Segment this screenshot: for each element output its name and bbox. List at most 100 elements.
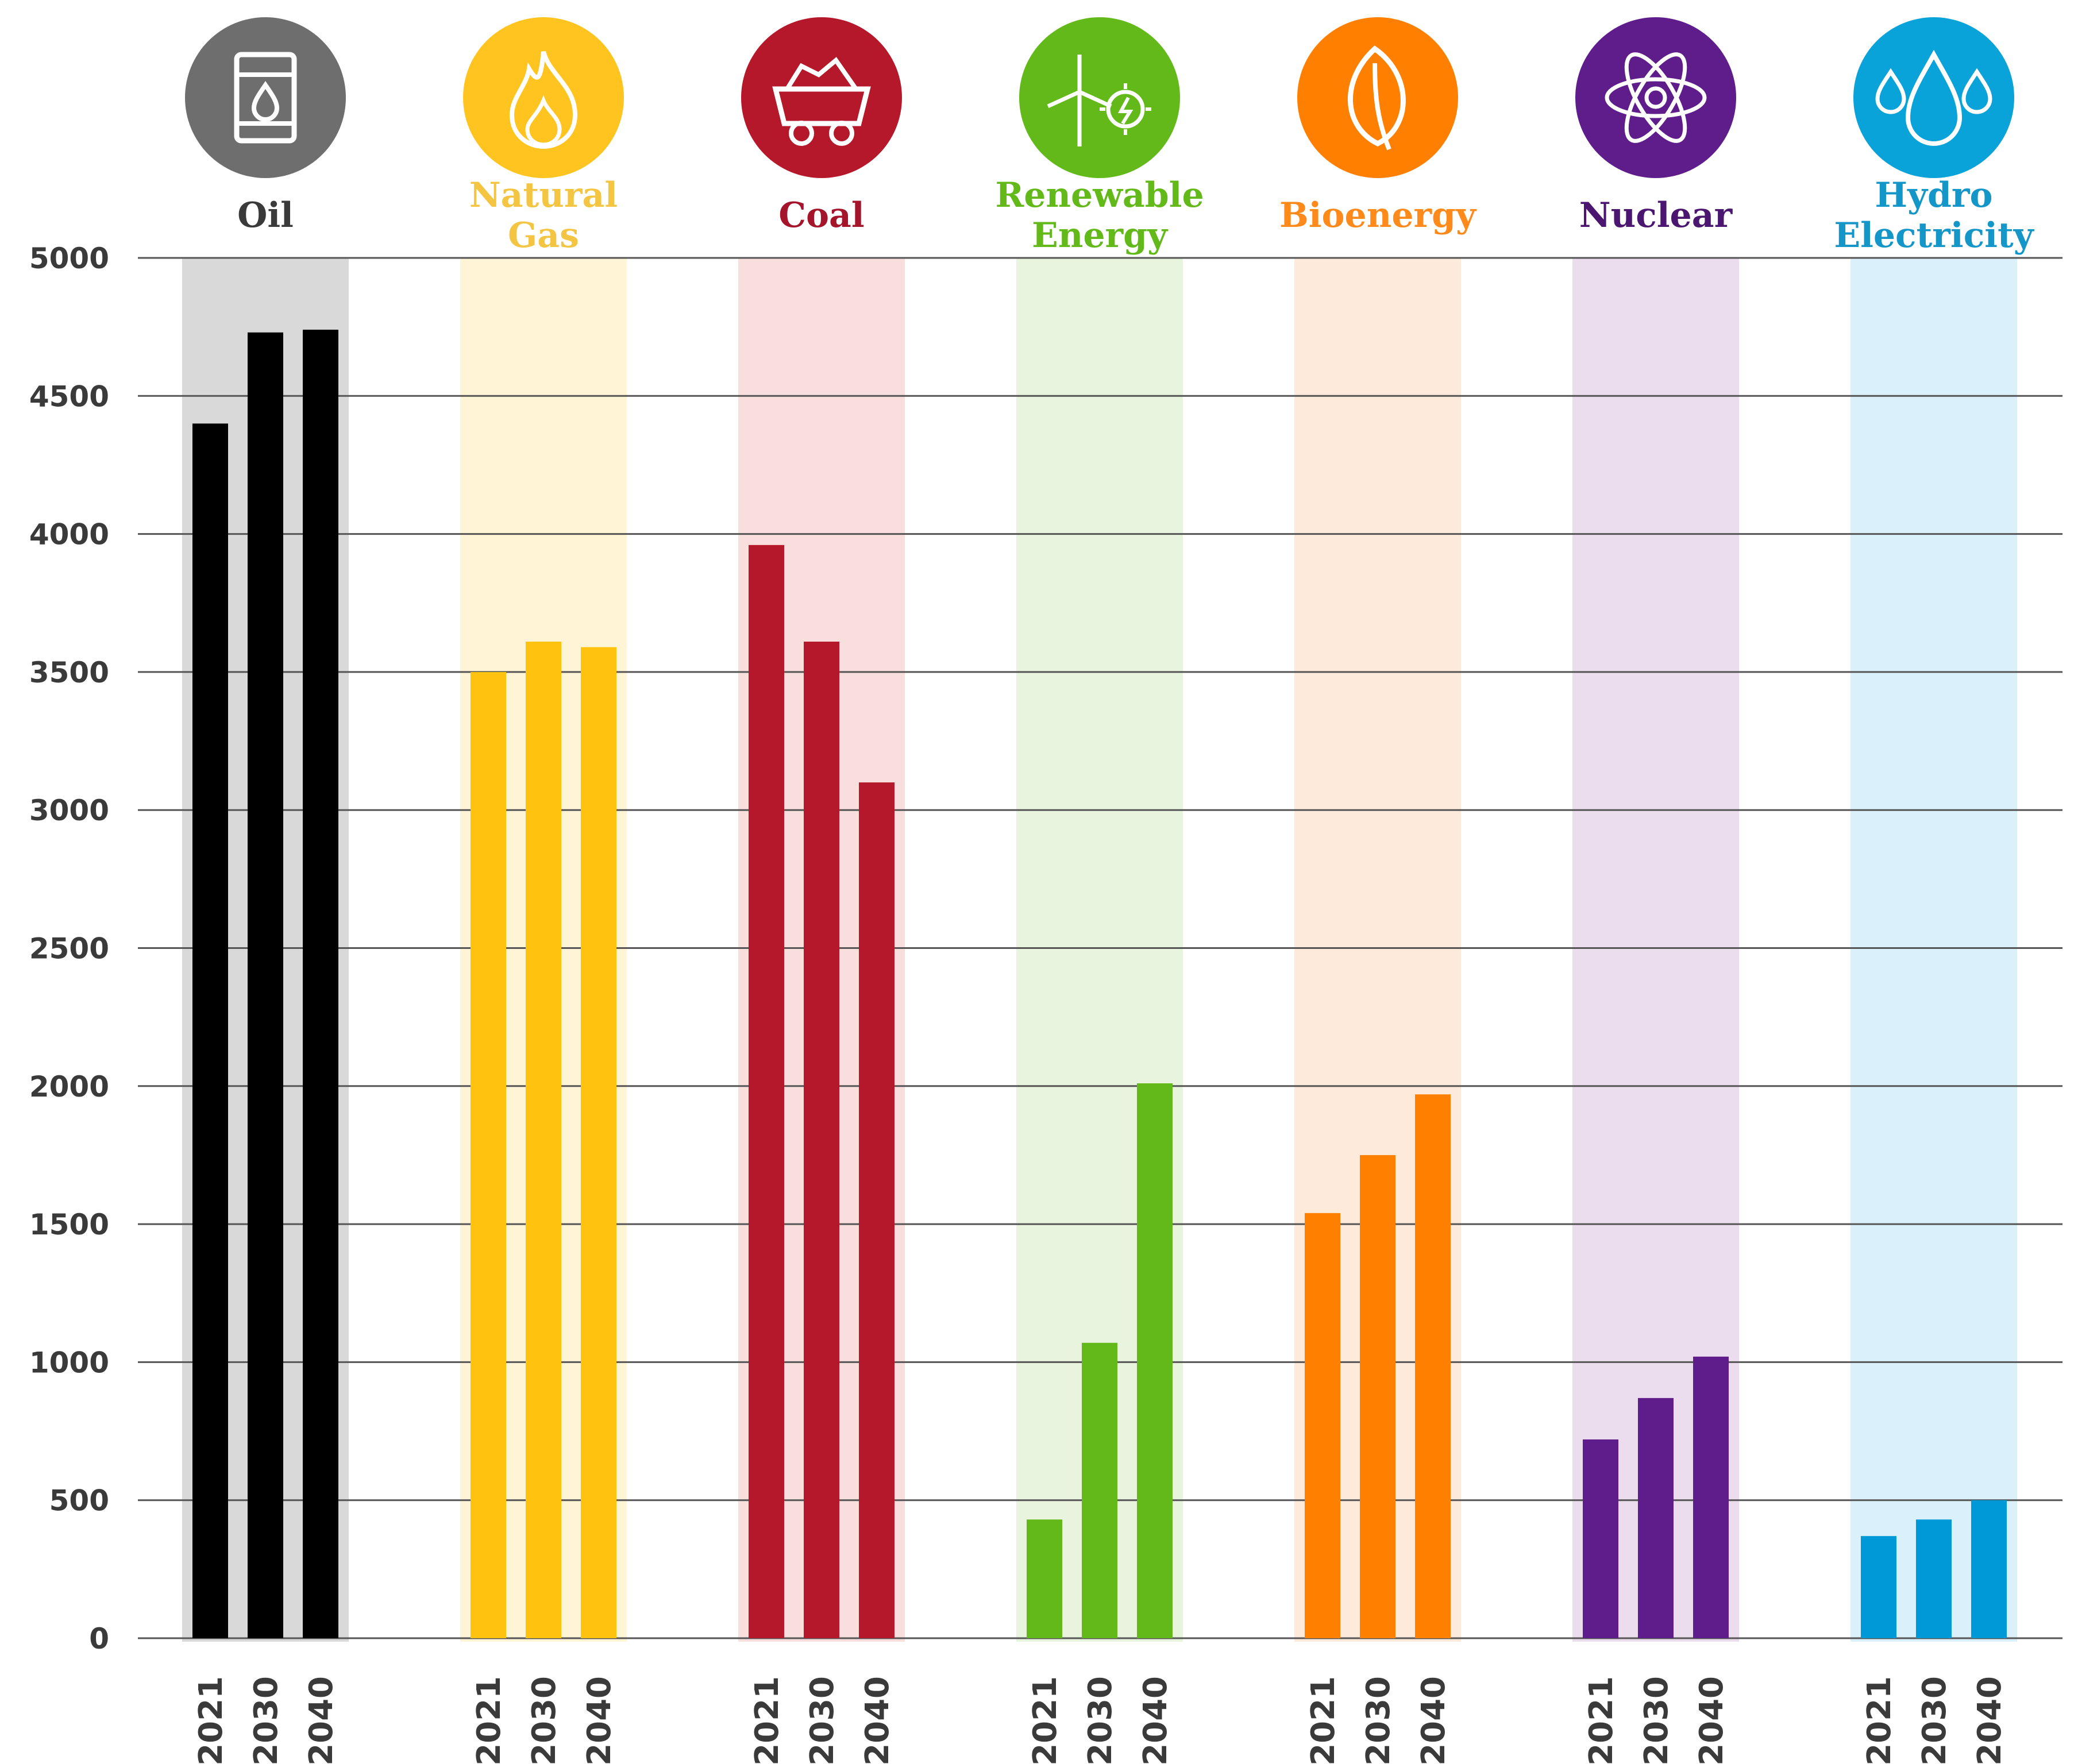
category-label-nuclear: Nuclear (1579, 195, 1733, 236)
bar-oil-2030 (248, 332, 283, 1639)
atom-icon (1575, 17, 1736, 178)
hydro-electricity-icon-badge (1853, 17, 2014, 178)
bar-oil-2040 (303, 329, 338, 1638)
bar-natural-gas-2021 (471, 671, 506, 1638)
bar-hydro-electricity-2040 (1971, 1500, 2007, 1638)
x-tick-label-nuclear-2021: 2021 (1583, 1676, 1620, 1764)
category-label-oil: Oil (237, 195, 294, 236)
x-axis-ticks: 2021 2030 2040 2021 2030 2040 2021 2030 2040 2021… (192, 1676, 2008, 1764)
orbit (1605, 77, 1707, 118)
y-tick-label-0: 0 (89, 1622, 109, 1655)
cart-wheel (829, 121, 854, 146)
x-tick-label-hydro-electricity-2021: 2021 (1861, 1676, 1898, 1764)
nuclear-icon-badge (1575, 17, 1736, 178)
bar-hydro-electricity-2030 (1916, 1519, 1952, 1638)
bar-nuclear-2040 (1693, 1356, 1729, 1638)
category-label-bioenergy: Bioenergy (1279, 195, 1477, 236)
oil-icon-badge (185, 17, 346, 178)
x-tick-label-coal-2030: 2030 (804, 1676, 841, 1764)
orbit (1624, 52, 1687, 143)
bar-nuclear-2030 (1638, 1398, 1674, 1638)
bar-renewable-energy-2040 (1137, 1083, 1173, 1638)
drop-right (1961, 68, 1992, 114)
y-tick-label-2000: 2000 (29, 1070, 109, 1103)
flame-inner (525, 95, 562, 147)
cart-body (772, 86, 871, 126)
bar-renewable-energy-2030 (1082, 1342, 1117, 1638)
water-drops-icon (1853, 17, 2014, 178)
x-tick-label-oil-2040: 2040 (303, 1676, 340, 1764)
flame-outer (509, 51, 578, 149)
category-label-natural-gas: Gas (508, 215, 579, 256)
x-tick-label-natural-gas-2040: 2040 (581, 1676, 618, 1764)
band-hydro-electricity (1850, 258, 2017, 1642)
drop-left (1875, 68, 1906, 114)
x-tick-label-natural-gas-2030: 2030 (526, 1676, 563, 1764)
category-label-hydro-electricity: Electricity (1834, 215, 2034, 256)
y-tick-label-4000: 4000 (29, 518, 109, 551)
bar-oil-2021 (192, 423, 228, 1639)
cart-wheel (789, 121, 814, 146)
bar-coal-2040 (859, 782, 895, 1638)
x-tick-label-coal-2021: 2021 (749, 1676, 786, 1764)
coal-cart-icon (741, 17, 902, 178)
leaf-icon (1297, 17, 1458, 178)
sun-disc (1106, 90, 1145, 129)
y-tick-label-5000: 5000 (29, 242, 109, 275)
oil-barrel-icon (185, 17, 346, 178)
bar-bioenergy-2040 (1415, 1094, 1451, 1638)
x-tick-label-oil-2021: 2021 (192, 1676, 230, 1764)
coal-pile (785, 57, 858, 91)
bar-natural-gas-2030 (526, 642, 561, 1638)
y-tick-label-1000: 1000 (29, 1346, 109, 1379)
category-label-coal: Coal (778, 195, 864, 236)
x-tick-label-nuclear-2040: 2040 (1693, 1676, 1730, 1764)
leaf-vein (1373, 63, 1391, 150)
leaf-outline (1348, 45, 1406, 147)
x-tick-label-coal-2040: 2040 (859, 1676, 896, 1764)
x-tick-label-renewable-energy-2030: 2030 (1082, 1676, 1119, 1764)
bar-renewable-energy-2021 (1027, 1519, 1062, 1638)
bar-natural-gas-2040 (581, 647, 616, 1638)
x-tick-label-hydro-electricity-2030: 2030 (1916, 1676, 1953, 1764)
category-icons (185, 17, 2014, 178)
barrel-drop (251, 81, 280, 122)
x-tick-label-renewable-energy-2040: 2040 (1137, 1676, 1174, 1764)
y-tick-label-3500: 3500 (29, 656, 109, 689)
x-tick-label-bioenergy-2040: 2040 (1415, 1676, 1452, 1764)
bolt (1117, 97, 1134, 125)
x-tick-label-renewable-energy-2021: 2021 (1027, 1676, 1064, 1764)
bar-hydro-electricity-2021 (1861, 1536, 1896, 1638)
x-tick-label-oil-2030: 2030 (248, 1676, 285, 1764)
y-tick-label-2500: 2500 (29, 932, 109, 966)
bar-coal-2030 (804, 642, 839, 1638)
bar-coal-2021 (749, 545, 784, 1638)
bars (192, 329, 2007, 1639)
y-tick-label-500: 500 (49, 1484, 109, 1518)
category-label-renewable-energy: Renewable (995, 175, 1204, 215)
y-tick-label-3000: 3000 (29, 794, 109, 827)
category-label-natural-gas: Natural (469, 175, 618, 215)
renewable-energy-icon-badge (1019, 17, 1180, 178)
sun-rays (1100, 83, 1151, 135)
x-tick-label-bioenergy-2021: 2021 (1305, 1676, 1342, 1764)
drop-center (1905, 49, 1963, 146)
y-axis-ticks: 0 500 1000 1500 2000 2500 3000 3500 4000 4500 5000 (29, 242, 109, 1655)
category-label-hydro-electricity: Hydro (1875, 175, 1992, 215)
wind-solar-icon (1019, 17, 1180, 178)
bar-nuclear-2021 (1583, 1439, 1618, 1638)
x-tick-label-hydro-electricity-2040: 2040 (1971, 1676, 2008, 1764)
bar-bioenergy-2030 (1360, 1155, 1395, 1638)
x-tick-label-nuclear-2030: 2030 (1638, 1676, 1675, 1764)
turbine-blades (1047, 55, 1112, 109)
category-label-renewable-energy: Energy (1032, 215, 1169, 256)
nucleus (1644, 86, 1667, 109)
flame-icon (463, 17, 624, 178)
bar-bioenergy-2021 (1305, 1213, 1340, 1638)
x-tick-label-natural-gas-2021: 2021 (471, 1676, 508, 1764)
y-tick-label-1500: 1500 (29, 1208, 109, 1241)
coal-icon-badge (741, 17, 902, 178)
